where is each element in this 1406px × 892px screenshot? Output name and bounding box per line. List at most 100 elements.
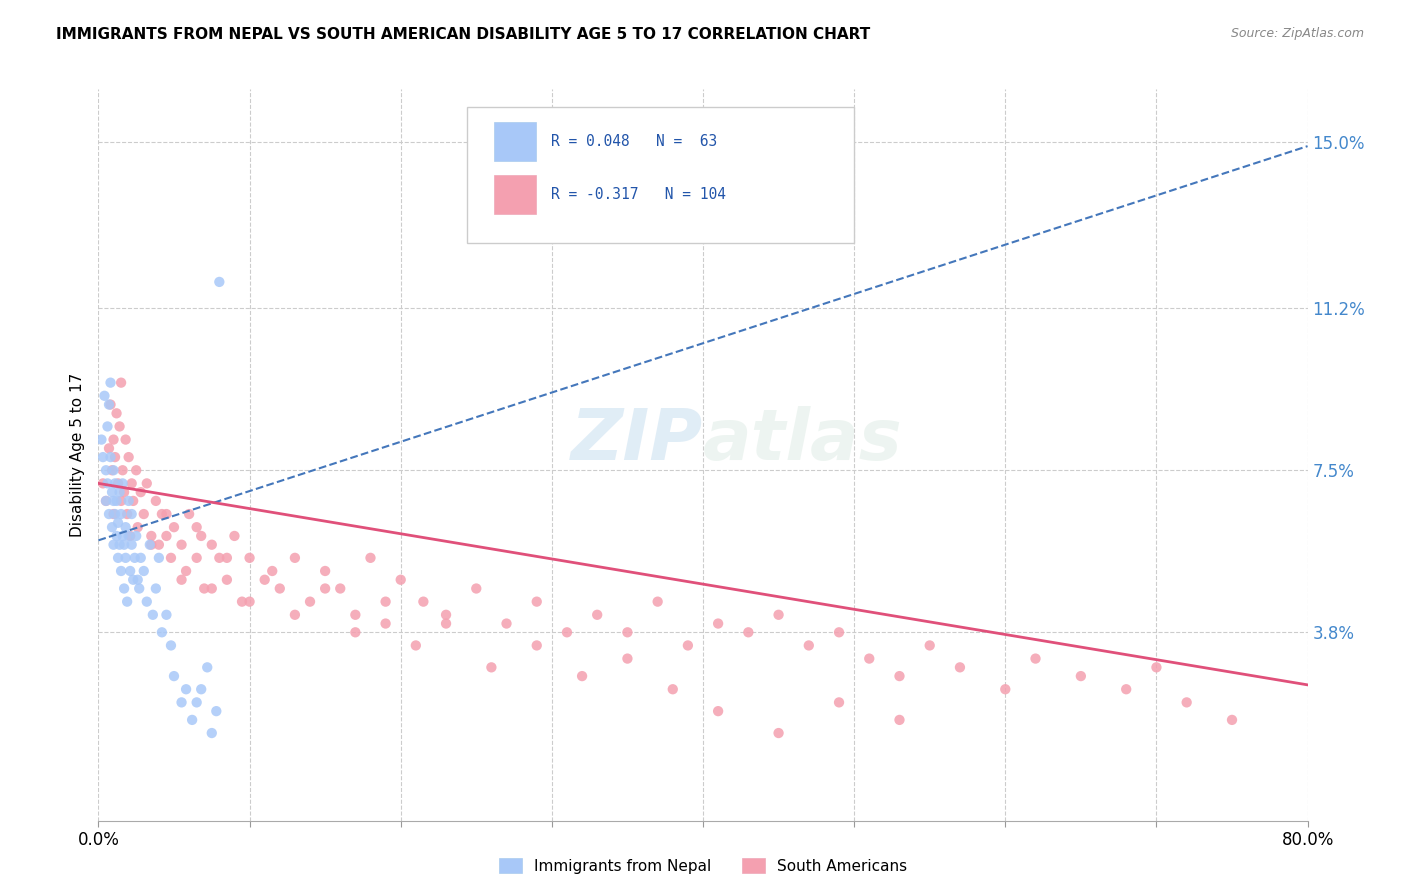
Point: [135, 476, 157, 491]
Point: [135, 594, 157, 608]
Point: [91, 450, 114, 464]
Point: [139, 538, 162, 552]
Text: ZIP: ZIP: [571, 406, 703, 475]
Point: [768, 726, 790, 740]
Point: [105, 529, 128, 543]
Point: [101, 520, 124, 534]
Point: [374, 616, 396, 631]
Point: [96, 419, 118, 434]
Point: [314, 582, 336, 596]
Point: [1144, 660, 1167, 674]
Point: [344, 607, 367, 622]
Point: [526, 594, 548, 608]
Point: [104, 476, 127, 491]
Point: [186, 695, 208, 709]
Point: [205, 704, 228, 718]
Point: [94, 463, 117, 477]
FancyBboxPatch shape: [467, 107, 855, 243]
Point: [142, 607, 165, 622]
Point: [125, 529, 148, 543]
Point: [465, 582, 488, 596]
Text: IMMIGRANTS FROM NEPAL VS SOUTH AMERICAN DISABILITY AGE 5 TO 17 CORRELATION CHART: IMMIGRANTS FROM NEPAL VS SOUTH AMERICAN …: [56, 27, 870, 42]
Point: [100, 450, 122, 464]
Point: [111, 476, 134, 491]
Point: [141, 538, 163, 552]
Text: atlas: atlas: [703, 406, 903, 475]
Point: [107, 550, 129, 565]
Point: [98, 442, 121, 456]
Point: [103, 507, 125, 521]
Point: [208, 275, 231, 289]
Point: [994, 682, 1017, 697]
Point: [201, 538, 224, 552]
Point: [215, 550, 238, 565]
Text: Source: ZipAtlas.com: Source: ZipAtlas.com: [1230, 27, 1364, 40]
Point: [284, 550, 307, 565]
Point: [707, 616, 730, 631]
Point: [105, 406, 128, 420]
Point: [145, 582, 167, 596]
Point: [150, 507, 173, 521]
Point: [110, 376, 132, 390]
Point: [132, 507, 155, 521]
Point: [114, 550, 136, 565]
Point: [118, 494, 141, 508]
Point: [858, 651, 880, 665]
Point: [186, 550, 208, 565]
Point: [155, 507, 177, 521]
Point: [555, 625, 578, 640]
Point: [186, 520, 208, 534]
Point: [111, 529, 134, 543]
Point: [112, 485, 135, 500]
Point: [115, 507, 138, 521]
Point: [190, 529, 212, 543]
Point: [124, 550, 146, 565]
Point: [103, 494, 125, 508]
Point: [314, 564, 336, 578]
Point: [174, 564, 197, 578]
Point: [571, 669, 593, 683]
Point: [108, 485, 131, 500]
Point: [737, 625, 759, 640]
Point: [101, 463, 124, 477]
Point: [148, 550, 170, 565]
Point: [231, 594, 253, 608]
Point: [98, 507, 121, 521]
Point: [103, 538, 125, 552]
Point: [103, 463, 125, 477]
Point: [96, 476, 118, 491]
Point: [93, 389, 115, 403]
Point: [284, 607, 307, 622]
Point: [110, 564, 132, 578]
Point: [889, 669, 911, 683]
Legend: Immigrants from Nepal, South Americans: Immigrants from Nepal, South Americans: [492, 852, 914, 880]
Point: [132, 564, 155, 578]
Point: [828, 695, 851, 709]
Point: [1024, 651, 1046, 665]
Point: [104, 450, 127, 464]
Point: [299, 594, 322, 608]
Point: [91, 476, 114, 491]
Point: [481, 660, 503, 674]
Point: [412, 594, 434, 608]
Point: [112, 538, 135, 552]
Bar: [494, 122, 536, 161]
Point: [150, 625, 173, 640]
Point: [797, 639, 820, 653]
Point: [114, 433, 136, 447]
Point: [108, 419, 131, 434]
Point: [94, 494, 117, 508]
Point: [90, 433, 112, 447]
Point: [1115, 682, 1137, 697]
Point: [174, 682, 197, 697]
Point: [193, 582, 215, 596]
Point: [181, 713, 204, 727]
Point: [107, 476, 129, 491]
Point: [115, 594, 138, 608]
Point: [389, 573, 412, 587]
Point: [170, 538, 193, 552]
Point: [105, 494, 128, 508]
Point: [101, 485, 124, 500]
Point: [114, 520, 136, 534]
Point: [120, 529, 142, 543]
